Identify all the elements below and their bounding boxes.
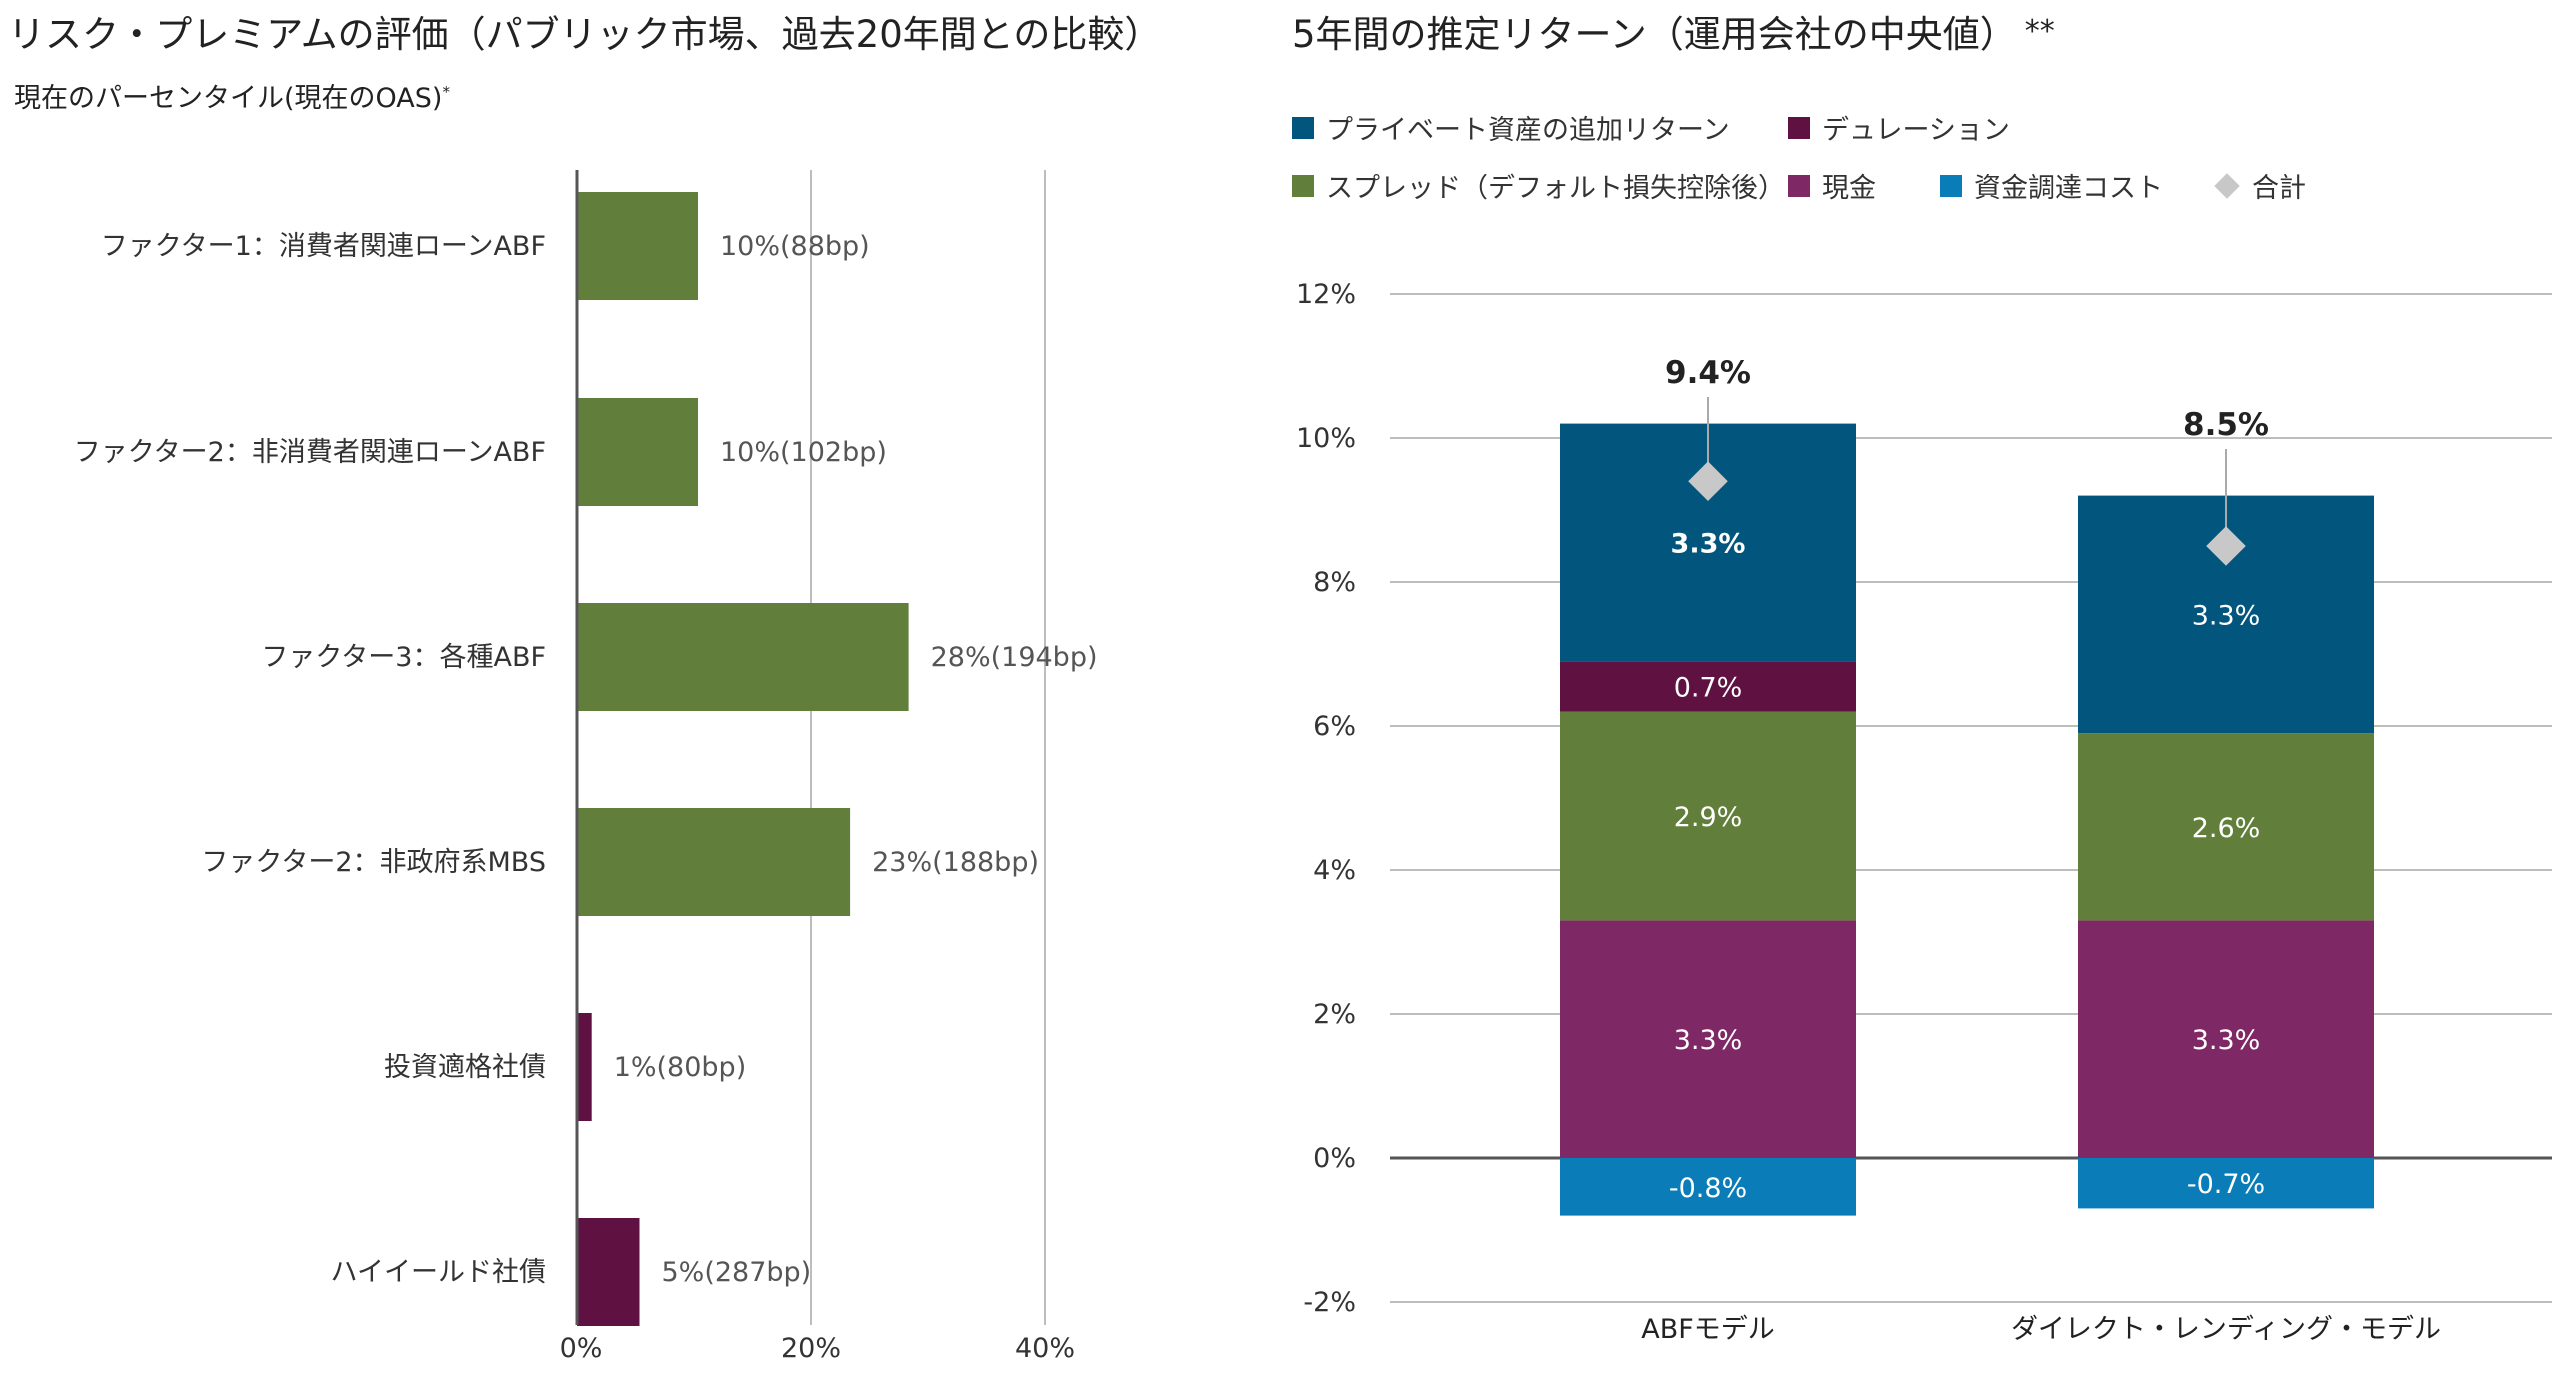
stacked-bar-chart: -2% 0% 2% 4% 6% 8% 10% 12% 3.3% 2.9% 0.7% 3.3% -0.8%…: [1296, 279, 2552, 1345]
left-chart-subtitle: 現在のパーセンタイル(現在のOAS)*: [14, 83, 450, 114]
total-label: 9.4%: [1665, 355, 1751, 391]
legend-swatch: [1940, 174, 1962, 197]
legend-swatch: [1292, 116, 1314, 139]
value-label: 5%(287bp): [662, 1257, 812, 1288]
bar: [577, 1013, 592, 1121]
legend-swatch: [1292, 174, 1314, 197]
value-label: 28%(194bp): [931, 642, 1098, 673]
x-category-label: ABFモデル: [1641, 1314, 1775, 1345]
bar: [577, 1218, 640, 1326]
legend-label: プライベート資産の追加リターン: [1326, 115, 1730, 146]
category-label: ファクター2：非消費者関連ローンABF: [74, 437, 546, 468]
value-label: 1%(80bp): [614, 1052, 747, 1083]
bar: [577, 808, 851, 916]
legend-item: 資金調達コスト: [1940, 166, 2163, 205]
legend-label: 資金調達コスト: [1974, 173, 2163, 204]
value-label: 10%(102bp): [720, 437, 887, 468]
stacked-segment: [1560, 920, 1856, 1158]
segment-label: 3.3%: [1674, 1025, 1743, 1056]
bar: [577, 398, 698, 506]
y-tick-label: 4%: [1313, 855, 1356, 886]
left-subtitle-footnote-mark: *: [442, 83, 450, 101]
stacked-segment: [2078, 733, 2374, 921]
segment-label: 0.7%: [1674, 672, 1743, 703]
segment-label: -0.7%: [2187, 1169, 2265, 1200]
category-label: ハイイールド社債: [331, 1257, 546, 1288]
stacked-segment: [1560, 661, 1856, 712]
x-category-label: ダイレクト・レンディング・モデル: [2011, 1314, 2441, 1345]
y-tick-label: 2%: [1313, 999, 1356, 1030]
category-label: ファクター3：各種ABF: [261, 642, 546, 673]
segment-label: -0.8%: [1669, 1173, 1747, 1204]
segment-label: 2.6%: [2192, 813, 2261, 844]
left-panel: リスク・プレミアムの評価（パブリック市場、過去20年間との比較） 現在のパーセン…: [0, 0, 1270, 1396]
total-diamond-marker: [2206, 526, 2246, 566]
legend-swatch: [1788, 116, 1810, 139]
value-label: 23%(188bp): [872, 847, 1039, 878]
y-tick-label: 0%: [1313, 1143, 1356, 1174]
segment-label: 3.3%: [2192, 1025, 2261, 1056]
legend-label: デュレーション: [1822, 115, 2010, 146]
segment-label: 3.3%: [1671, 528, 1746, 559]
y-tick-label: -2%: [1303, 1287, 1356, 1318]
legend-item: 現金: [1788, 166, 1876, 205]
x-tick-label: 0%: [560, 1333, 603, 1364]
segment-label: 3.3%: [2192, 600, 2261, 631]
legend-item: プライベート資産の追加リターン: [1292, 108, 1730, 147]
value-label: 10%(88bp): [720, 231, 870, 262]
legend-label: 現金: [1822, 173, 1876, 204]
y-tick-label: 10%: [1296, 423, 1356, 454]
bar: [577, 192, 698, 300]
category-label: 投資適格社債: [384, 1052, 546, 1083]
total-label: 8.5%: [2183, 407, 2269, 443]
right-chart-title: 5年間の推定リターン（運用会社の中央値） **: [1292, 13, 2055, 56]
y-tick-label: 12%: [1296, 279, 1356, 310]
right-panel: 5年間の推定リターン（運用会社の中央値） ** プライベート資産の追加リターン デュ…: [1270, 0, 2560, 1396]
legend-swatch: [1788, 174, 1810, 197]
stacked-segment: [2078, 1158, 2374, 1209]
stacked-segment: [2078, 920, 2374, 1158]
legend-label: スプレッド（デフォルト損失控除後）: [1326, 173, 1785, 204]
legend-item: スプレッド（デフォルト損失控除後）: [1292, 166, 1785, 205]
category-label: ファクター2：非政府系MBS: [201, 847, 546, 878]
legend-item: デュレーション: [1788, 108, 2010, 147]
y-tick-label: 6%: [1313, 711, 1356, 742]
y-tick-label: 8%: [1313, 567, 1356, 598]
bar: [577, 603, 909, 711]
right-title-footnote-mark: **: [2024, 14, 2055, 49]
stacked-segment: [1560, 1158, 1856, 1216]
category-label: ファクター1：消費者関連ローンABF: [101, 231, 546, 262]
stacked-segment: [1560, 711, 1856, 921]
x-tick-label: 40%: [1015, 1333, 1075, 1364]
segment-label: 2.9%: [1674, 802, 1743, 833]
left-chart-title: リスク・プレミアムの評価（パブリック市場、過去20年間との比較）: [8, 13, 1162, 56]
left-bar-chart: 0% 20% 40% ファクター1：消費者関連ローンABF 10%(88bp) ファクター…: [74, 170, 1098, 1364]
legend-item: 合計: [2214, 166, 2306, 205]
legend-label: 合計: [2252, 173, 2306, 204]
x-tick-label: 20%: [781, 1333, 841, 1364]
